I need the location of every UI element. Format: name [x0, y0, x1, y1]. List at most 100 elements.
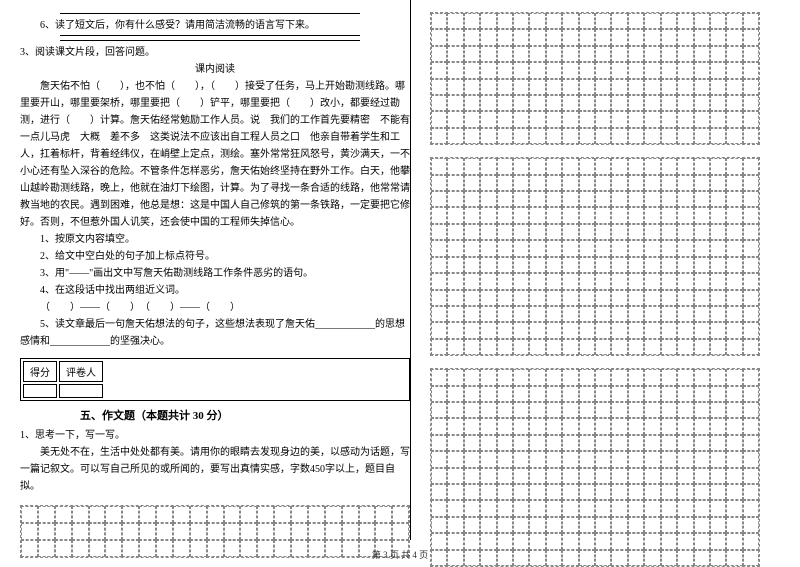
grid-cell[interactable] — [726, 191, 742, 207]
grid-cell[interactable] — [644, 517, 660, 533]
grid-cell[interactable] — [743, 111, 759, 127]
grid-cell[interactable] — [595, 158, 611, 174]
grid-cell[interactable] — [611, 13, 627, 29]
grid-cell[interactable] — [694, 273, 710, 289]
grid-cell[interactable] — [497, 484, 513, 500]
grid-cell[interactable] — [105, 523, 122, 540]
grid-cell[interactable] — [710, 128, 726, 144]
grid-cell[interactable] — [464, 175, 480, 191]
grid-cell[interactable] — [513, 369, 529, 385]
grid-cell[interactable] — [611, 46, 627, 62]
grid-cell[interactable] — [464, 484, 480, 500]
grid-cell[interactable] — [173, 506, 190, 523]
grid-cell[interactable] — [644, 306, 660, 322]
grid-cell[interactable] — [562, 29, 578, 45]
grid-cell[interactable] — [513, 517, 529, 533]
grid-cell[interactable] — [447, 517, 463, 533]
grid-cell[interactable] — [743, 79, 759, 95]
grid-cell[interactable] — [628, 128, 644, 144]
grid-cell[interactable] — [562, 322, 578, 338]
grid-cell[interactable] — [464, 451, 480, 467]
grid-cell[interactable] — [694, 79, 710, 95]
grid-cell[interactable] — [513, 175, 529, 191]
grid-cell[interactable] — [726, 500, 742, 516]
grid-cell[interactable] — [726, 435, 742, 451]
grid-cell[interactable] — [611, 158, 627, 174]
grid-cell[interactable] — [480, 435, 496, 451]
grid-cell[interactable] — [375, 506, 392, 523]
grid-cell[interactable] — [661, 158, 677, 174]
grid-cell[interactable] — [546, 484, 562, 500]
grid-cell[interactable] — [579, 339, 595, 355]
grid-cell[interactable] — [464, 207, 480, 223]
grid-cell[interactable] — [447, 339, 463, 355]
writing-grid-3[interactable] — [430, 368, 760, 567]
grid-cell[interactable] — [694, 224, 710, 240]
grid-cell[interactable] — [644, 451, 660, 467]
grid-cell[interactable] — [562, 158, 578, 174]
grid-cell[interactable] — [497, 435, 513, 451]
grid-cell[interactable] — [529, 13, 545, 29]
grid-cell[interactable] — [644, 191, 660, 207]
grid-cell[interactable] — [497, 13, 513, 29]
grid-cell[interactable] — [190, 523, 207, 540]
grid-cell[interactable] — [546, 175, 562, 191]
grid-cell[interactable] — [726, 386, 742, 402]
grid-cell[interactable] — [546, 158, 562, 174]
grid-cell[interactable] — [710, 290, 726, 306]
grid-cell[interactable] — [431, 500, 447, 516]
grid-cell[interactable] — [710, 306, 726, 322]
grid-cell[interactable] — [513, 79, 529, 95]
grid-cell[interactable] — [726, 46, 742, 62]
grid-cell[interactable] — [644, 224, 660, 240]
grid-cell[interactable] — [431, 79, 447, 95]
grid-cell[interactable] — [628, 207, 644, 223]
grid-cell[interactable] — [562, 468, 578, 484]
grid-cell[interactable] — [579, 29, 595, 45]
grid-cell[interactable] — [497, 386, 513, 402]
grid-cell[interactable] — [611, 111, 627, 127]
grid-cell[interactable] — [661, 29, 677, 45]
grid-cell[interactable] — [464, 322, 480, 338]
grid-cell[interactable] — [464, 158, 480, 174]
grid-cell[interactable] — [447, 111, 463, 127]
grid-cell[interactable] — [546, 517, 562, 533]
grid-cell[interactable] — [677, 402, 693, 418]
grid-cell[interactable] — [529, 273, 545, 289]
grid-cell[interactable] — [38, 523, 55, 540]
grid-cell[interactable] — [661, 517, 677, 533]
grid-cell[interactable] — [628, 257, 644, 273]
grid-cell[interactable] — [743, 128, 759, 144]
grid-cell[interactable] — [562, 402, 578, 418]
grid-cell[interactable] — [480, 386, 496, 402]
grid-cell[interactable] — [579, 418, 595, 434]
grid-cell[interactable] — [743, 13, 759, 29]
grid-cell[interactable] — [497, 290, 513, 306]
grid-cell[interactable] — [325, 506, 342, 523]
grid-cell[interactable] — [628, 13, 644, 29]
grid-cell[interactable] — [480, 158, 496, 174]
grid-cell[interactable] — [447, 290, 463, 306]
grid-cell[interactable] — [529, 240, 545, 256]
grid-cell[interactable] — [628, 306, 644, 322]
grid-cell[interactable] — [677, 224, 693, 240]
grid-cell[interactable] — [611, 257, 627, 273]
grid-cell[interactable] — [562, 500, 578, 516]
grid-cell[interactable] — [562, 517, 578, 533]
grid-cell[interactable] — [661, 207, 677, 223]
grid-cell[interactable] — [480, 95, 496, 111]
grid-cell[interactable] — [480, 128, 496, 144]
grid-cell[interactable] — [743, 386, 759, 402]
grid-cell[interactable] — [595, 175, 611, 191]
grid-cell[interactable] — [529, 207, 545, 223]
grid-cell[interactable] — [644, 322, 660, 338]
grid-cell[interactable] — [464, 386, 480, 402]
grid-cell[interactable] — [497, 517, 513, 533]
grid-cell[interactable] — [562, 128, 578, 144]
grid-cell[interactable] — [677, 386, 693, 402]
grid-cell[interactable] — [628, 484, 644, 500]
grid-cell[interactable] — [661, 418, 677, 434]
grid-cell[interactable] — [190, 506, 207, 523]
grid-cell[interactable] — [447, 207, 463, 223]
grid-cell[interactable] — [546, 191, 562, 207]
